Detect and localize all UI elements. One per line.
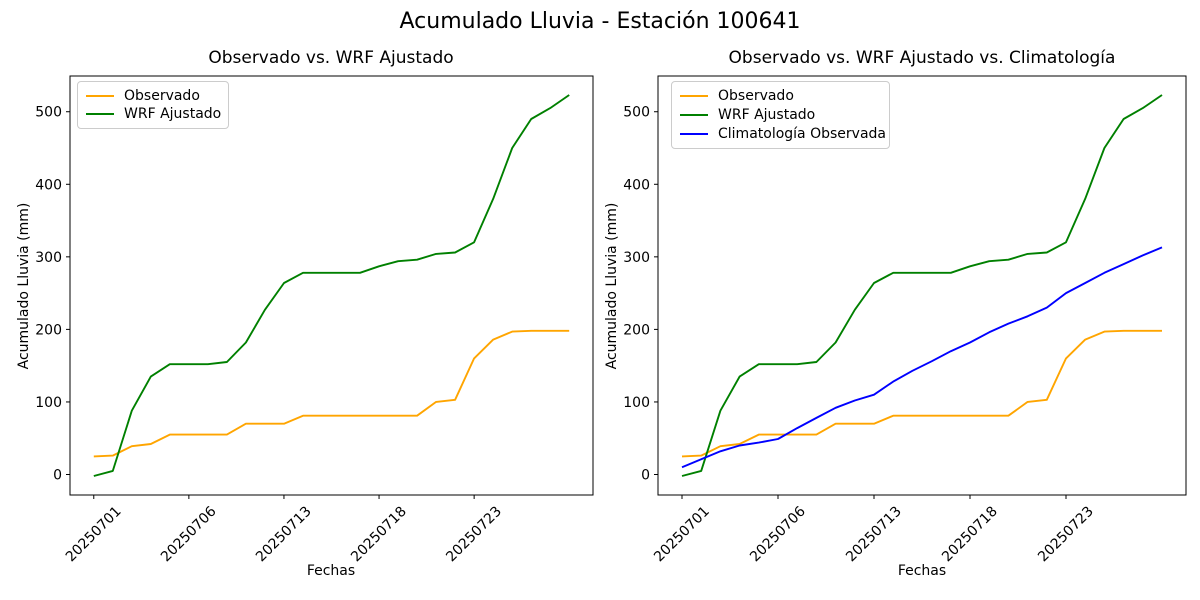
y-tick-label: 500 xyxy=(35,105,62,121)
x-tick-label: 20250706 xyxy=(747,503,809,565)
x-tick-label: 20250701 xyxy=(651,504,713,566)
series-line-wrf-ajustado xyxy=(681,94,1163,477)
legend-label-wrf-ajustado: WRF Ajustado xyxy=(718,107,816,123)
x-tick-label: 20250723 xyxy=(443,504,505,566)
legend-item: WRF Ajustado xyxy=(86,105,222,123)
legend-label-observado: Observado xyxy=(124,88,200,104)
left-plot-area xyxy=(69,75,594,496)
y-tick-label: 200 xyxy=(35,322,62,338)
y-tick-label: 400 xyxy=(623,177,650,193)
figure-title: Acumulado Lluvia - Estación 100641 xyxy=(399,9,801,34)
legend-label-climatologia: Climatología Observada xyxy=(718,125,886,142)
legend-item: Observado xyxy=(86,87,218,105)
observado-line-swatch xyxy=(86,95,114,97)
y-tick-label: 0 xyxy=(641,468,650,484)
series-line-observado xyxy=(681,329,1162,458)
right-plot-area xyxy=(657,75,1187,496)
x-tick-label: 20250718 xyxy=(939,504,1001,566)
x-tick-label: 20250713 xyxy=(843,504,905,566)
series-line-wrf-ajustado xyxy=(93,94,570,477)
right-plot-ylabel: Acumulado Lluvia (mm) xyxy=(604,202,620,370)
right-plot-legend: Observado WRF Ajustado Climatología Obse… xyxy=(671,81,890,149)
legend-item: WRF Ajustado xyxy=(680,106,879,125)
y-tick-label: 0 xyxy=(53,468,62,484)
legend-label-wrf-ajustado: WRF Ajustado xyxy=(124,106,222,122)
right-plot-title: Observado vs. WRF Ajustado vs. Climatolo… xyxy=(728,48,1116,68)
observado-line-swatch xyxy=(680,95,708,98)
left-plot-legend: Observado WRF Ajustado xyxy=(77,81,229,129)
series-line-climatolog-a-observada xyxy=(681,246,1163,469)
y-tick-label: 100 xyxy=(35,395,62,411)
left-plot-ylabel: Acumulado Lluvia (mm) xyxy=(16,202,32,370)
left-plot-title: Observado vs. WRF Ajustado xyxy=(208,48,454,68)
legend-item: Observado xyxy=(680,87,879,106)
y-tick-label: 300 xyxy=(35,250,62,266)
y-tick-label: 400 xyxy=(35,177,62,193)
right-plot-xlabel: Fechas xyxy=(897,563,947,579)
y-tick-label: 500 xyxy=(623,105,650,121)
left-plot-xlabel: Fechas xyxy=(306,563,356,579)
y-tick-label: 200 xyxy=(623,322,650,338)
series-line-observado xyxy=(93,329,570,458)
climatologia-line-swatch xyxy=(680,132,708,135)
wrf-ajustado-line-swatch xyxy=(680,114,708,116)
x-tick-label: 20250713 xyxy=(253,504,315,566)
legend-label-observado: Observado xyxy=(718,88,794,105)
y-tick-label: 100 xyxy=(623,395,650,411)
x-tick-label: 20250706 xyxy=(158,503,220,565)
legend-item: Climatología Observada xyxy=(680,124,886,143)
x-tick-label: 20250701 xyxy=(63,504,125,566)
x-tick-label: 20250723 xyxy=(1035,504,1097,566)
y-tick-label: 300 xyxy=(623,250,650,266)
x-tick-label: 20250718 xyxy=(348,504,410,566)
wrf-ajustado-line-swatch xyxy=(86,113,114,115)
